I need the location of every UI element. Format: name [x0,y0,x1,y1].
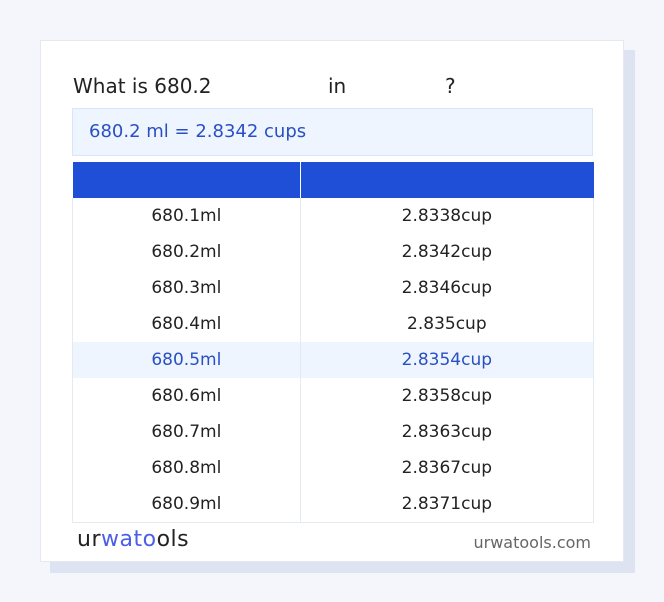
table-row: 680.7ml 2.8363cup [72,414,595,450]
title-in: in [328,74,347,98]
header-cup [299,162,594,198]
urwatools-logo: urwatools [77,527,190,552]
ml-cell: 680.9ml [72,486,301,523]
ml-cell: 680.1ml [72,198,301,234]
cup-cell: 2.8371cup [299,486,595,523]
table-header [72,162,594,198]
cup-cell: 2.8354cup [299,342,595,378]
cup-cell: 2.8363cup [299,414,595,450]
table-row: 680.1ml 2.8338cup [72,198,595,234]
ml-cell: 680.5ml [72,342,301,378]
ml-cell: 680.2ml [72,234,301,270]
table-row: 680.8ml 2.8367cup [72,450,595,486]
page-title: What is 680.2 in ? [73,74,456,194]
result-box: 680.2 ml = 2.8342 cups [72,108,593,156]
table-row: 680.5ml 2.8354cup [72,342,595,378]
title-question: ? [445,74,456,98]
cup-cell: 2.8342cup [299,234,595,270]
table-row: 680.9ml 2.8371cup [72,486,595,523]
header-ml [72,162,301,198]
ml-cell: 680.6ml [72,378,301,414]
ml-cell: 680.7ml [72,414,301,450]
title-prefix: What is 680.2 [73,74,212,98]
site-link[interactable]: urwatools.com [473,533,592,552]
ml-cell: 680.8ml [72,450,301,486]
table-row: 680.3ml 2.8346cup [72,270,595,306]
table-row: 680.4ml 2.835cup [72,306,595,342]
cup-cell: 2.835cup [299,306,595,342]
cup-cell: 2.8338cup [299,198,595,234]
conversion-table: 680.1ml 2.8338cup 680.2ml 2.8342cup 680.3ml 2… [72,162,595,523]
ml-cell: 680.3ml [72,270,301,306]
ml-cell: 680.4ml [72,306,301,342]
cup-cell: 2.8367cup [299,450,595,486]
cup-cell: 2.8358cup [299,378,595,414]
table-row: 680.2ml 2.8342cup [72,234,595,270]
converter-card: What is 680.2 in ? 680.2 ml = 2.8342 cup… [40,40,624,562]
cup-cell: 2.8346cup [299,270,595,306]
table-row: 680.6ml 2.8358cup [72,378,595,414]
